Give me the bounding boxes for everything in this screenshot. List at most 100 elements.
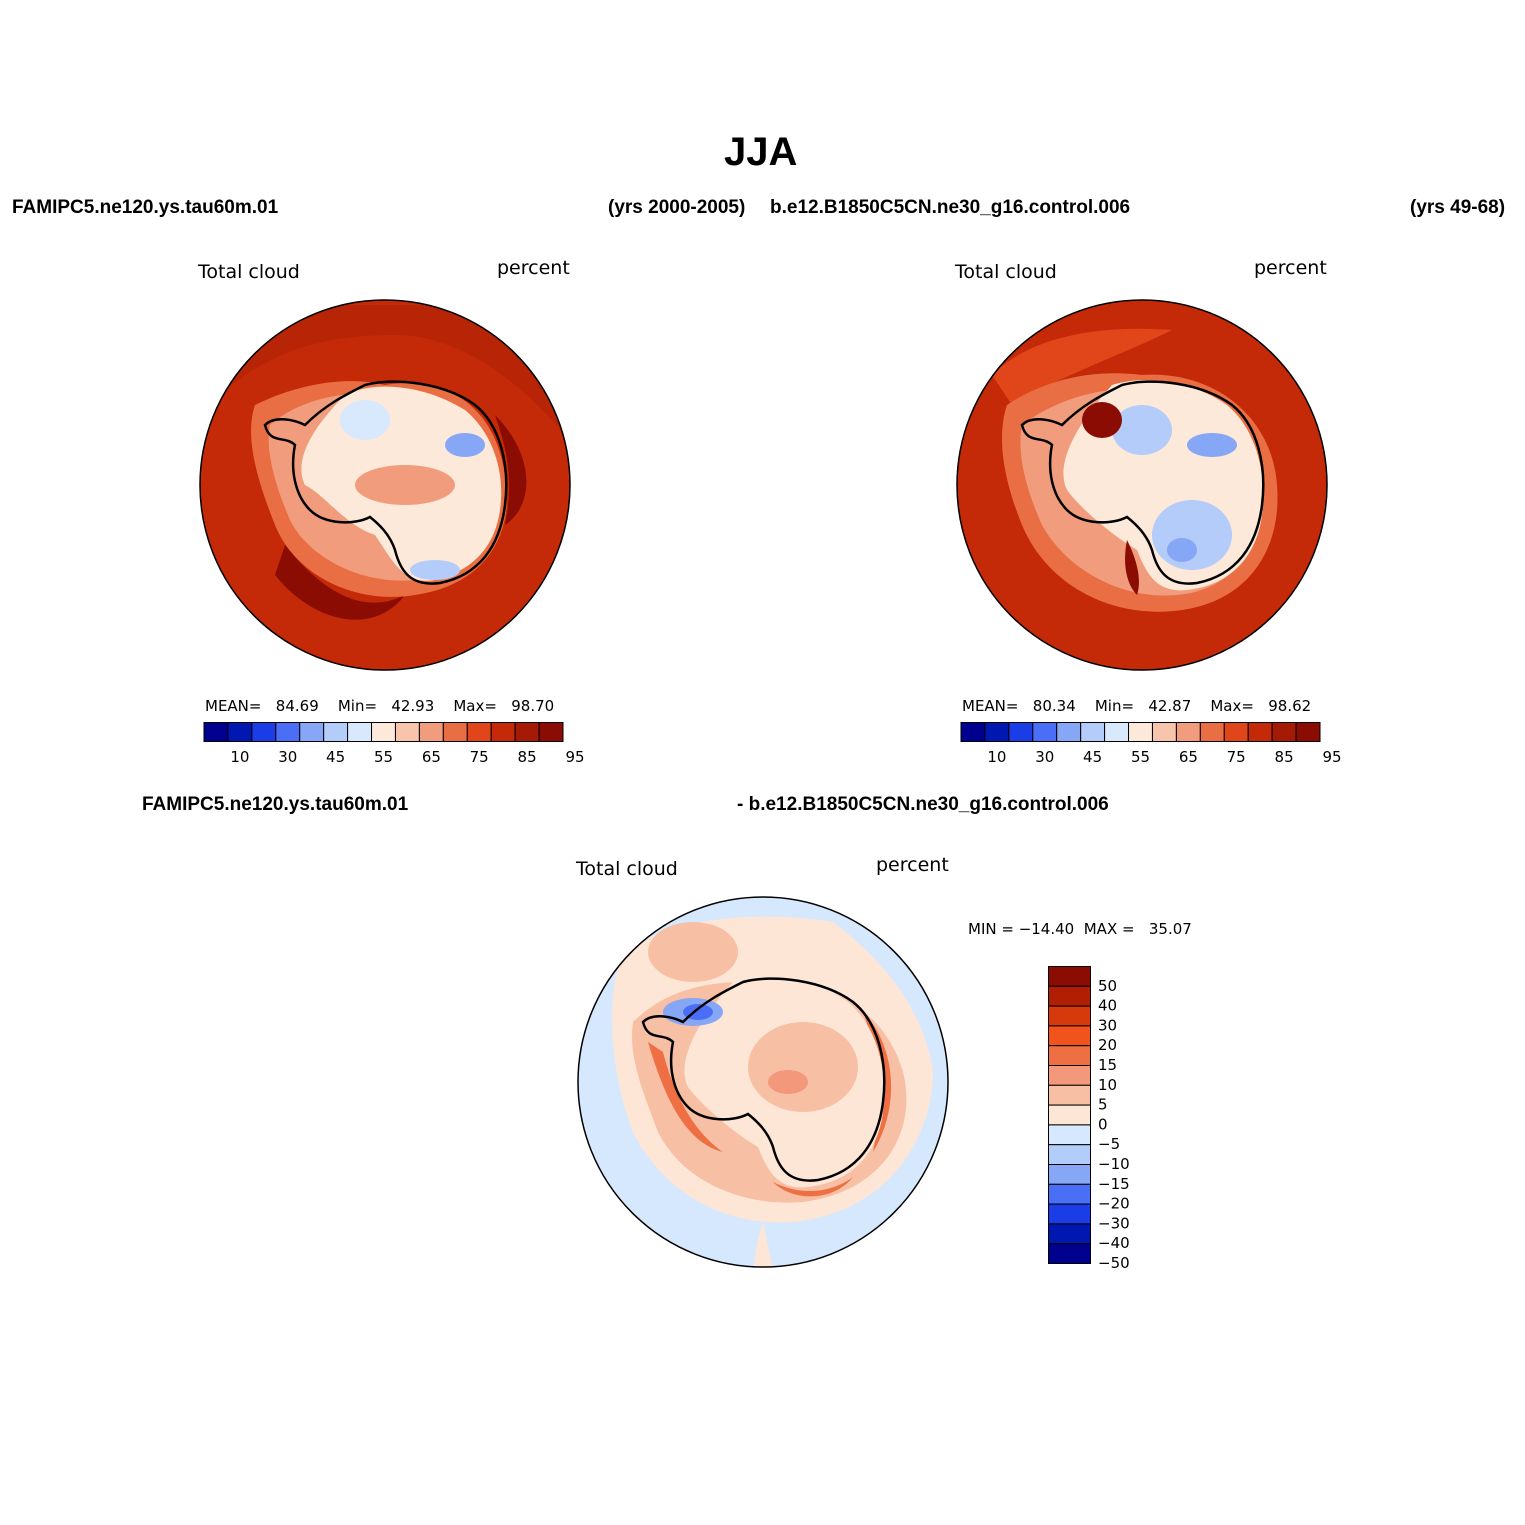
panel2-colorbar-tick-label: 85	[1275, 748, 1294, 766]
panel2-interior-min-south	[1167, 538, 1197, 562]
panel3-interior-high	[768, 1070, 808, 1094]
panel2-colorbar: 10 30 45 55 65 75 85 95	[960, 722, 1342, 766]
panel1-colorbar-swatch	[538, 722, 564, 742]
panel2-variable: Total cloud	[955, 261, 1057, 283]
panel1-map-boundary	[199, 299, 571, 671]
diff-colorbar-swatch	[1048, 1243, 1091, 1265]
panel2-stats: MEAN= 80.34 Min= 42.87 Max= 98.62	[962, 697, 1311, 715]
panel1-colorbar-swatch	[323, 722, 349, 742]
diff-colorbar-swatch	[1048, 1084, 1091, 1106]
panel2-colorbar-tick-label: 55	[1131, 748, 1150, 766]
panel2-max: 98.62	[1268, 697, 1312, 715]
diff-colorbar-tick-label: −30	[1098, 1214, 1130, 1232]
panel1-colorbar-swatch	[490, 722, 516, 742]
panel2-colorbar-swatch	[1080, 722, 1106, 742]
diff-colorbar-swatch	[1048, 985, 1091, 1007]
panel2-colorbar-swatch	[1295, 722, 1321, 742]
panel2-colorbar-swatch	[1199, 722, 1225, 742]
panel2-colorbar-swatch	[1056, 722, 1082, 742]
panel1-interior-ridge	[355, 465, 455, 505]
panel1-colorbar-tick-label: 95	[565, 748, 584, 766]
panel2-colorbar-swatch	[1175, 722, 1201, 742]
figure-title: JJA	[724, 130, 798, 174]
panel2-colorbar-swatch	[1223, 722, 1249, 742]
case1-name: FAMIPC5.ne120.ys.tau60m.01	[12, 197, 279, 218]
panel2-units: percent	[1254, 257, 1327, 279]
panel1-polar-map	[199, 299, 571, 671]
diff-colorbar-tick-label: 10	[1098, 1076, 1117, 1094]
panel2-colorbar-swatch	[1151, 722, 1177, 742]
diff-colorbar-tick-label: −20	[1098, 1195, 1130, 1213]
panel1-colorbar-swatch	[371, 722, 396, 742]
panel1-colorbar-swatch	[347, 722, 373, 742]
panel2-max-label: Max=	[1210, 697, 1254, 715]
panel2-colorbar-swatch	[1104, 722, 1130, 742]
panel3-east-coast-high	[863, 1012, 892, 1152]
panel1-dark-cloud-zone	[275, 545, 405, 620]
panel1-colorbar-tick-label: 30	[278, 748, 297, 766]
diff-colorbar-swatch	[1048, 1183, 1091, 1205]
diff-case-right: - b.e12.B1850C5CN.ne30_g16.control.006	[737, 794, 1109, 815]
panel1-mean: 84.69	[275, 697, 319, 715]
panel1-units: percent	[497, 257, 570, 279]
panel3-south-tongue	[753, 1222, 773, 1267]
panel1-colorbar-swatch	[275, 722, 301, 742]
panel1-east-dark-zone	[495, 415, 527, 525]
diff-colorbar-tick-label: 30	[1098, 1016, 1117, 1034]
panel1-colorbar-swatch	[227, 722, 253, 742]
panel2-colorbar-swatch	[1128, 722, 1153, 742]
panel3-polar-map	[577, 896, 949, 1268]
diff-case-left: FAMIPC5.ne120.ys.tau60m.01	[142, 794, 409, 815]
diff-colorbar-swatch	[1048, 1203, 1091, 1225]
case2-years: (yrs 49-68)	[1410, 197, 1506, 218]
panel3-south-coast-high	[773, 1177, 853, 1197]
diff-colorbar-swatch	[1048, 1144, 1091, 1165]
panel2-polar-map	[956, 299, 1328, 671]
panel2-colorbar-swatch	[960, 722, 986, 742]
diff-colorbar-tick-label: −10	[1098, 1155, 1130, 1173]
diff-colorbar-swatch	[1048, 1223, 1091, 1245]
diff-colorbar-tick-label: −5	[1098, 1135, 1120, 1153]
panel3-north-patch	[648, 922, 738, 982]
panel3-west-coast-high	[648, 1042, 723, 1152]
panel3-interior-positive	[748, 1022, 858, 1112]
panel2-mean-label: MEAN=	[962, 697, 1019, 715]
diff-colorbar-tick-label: 15	[1098, 1056, 1117, 1074]
panel2-coastal-dark-cell	[1082, 402, 1122, 438]
panel2-interior-low-west	[1112, 405, 1172, 455]
panel1-colorbar-swatch	[299, 722, 325, 742]
panel2-colorbar-tick-label: 30	[1035, 748, 1054, 766]
diff-colorbar-tick-label: 40	[1098, 997, 1117, 1015]
panel2-interior-low-east	[1187, 433, 1237, 457]
panel1-coastline	[263, 380, 508, 585]
panel1-colorbar: 10 30 45 55 65 75 85 95	[203, 722, 585, 766]
diff-colorbar-swatch	[1048, 1124, 1091, 1146]
diff-colorbar-tick-label: 50	[1098, 977, 1117, 995]
panel3-variable: Total cloud	[576, 858, 678, 880]
panel1-variable: Total cloud	[198, 261, 300, 283]
panel2-colorbar-swatch	[1247, 722, 1273, 742]
panel1-colorbar-tick-label: 75	[470, 748, 489, 766]
panel1-stats: MEAN= 84.69 Min= 42.93 Max= 98.70	[205, 697, 554, 715]
diff-colorbar-tick-label: 20	[1098, 1036, 1117, 1054]
panel2-colorbar-swatch	[984, 722, 1010, 742]
panel1-interior-low-west	[340, 400, 390, 440]
panel2-north-band	[992, 328, 1172, 405]
case2-name: b.e12.B1850C5CN.ne30_g16.control.006	[770, 197, 1131, 218]
panel1-colorbar-tick-label: 65	[422, 748, 441, 766]
panel2-colorbar-tick-label: 10	[987, 748, 1006, 766]
diff-colorbar-swatch	[1048, 1005, 1091, 1027]
case1-years: (yrs 2000-2005)	[608, 197, 746, 218]
diff-colorbar-swatch	[1048, 1104, 1091, 1126]
panel1-colorbar-swatch	[394, 722, 420, 742]
panel2-ross-dark-cell	[1125, 540, 1139, 595]
diff-colorbar-tick-label: −50	[1098, 1254, 1130, 1272]
panel1-colorbar-tick-label: 55	[374, 748, 393, 766]
diff-colorbar-tick-label: 5	[1098, 1096, 1108, 1114]
panel2-colorbar-tick-label: 65	[1179, 748, 1198, 766]
diff-colorbar-swatch	[1048, 966, 1091, 987]
panel1-min-label: Min=	[337, 697, 378, 715]
panel2-colorbar-swatch	[1008, 722, 1034, 742]
panel1-max-label: Max=	[453, 697, 497, 715]
